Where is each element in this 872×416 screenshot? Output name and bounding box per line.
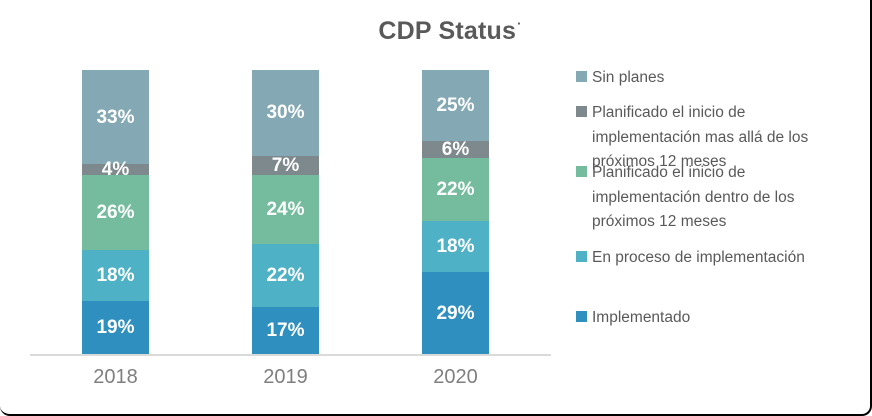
segment-value-label: 33% <box>96 106 135 128</box>
bar-segment[interactable]: 29% <box>422 272 489 355</box>
x-axis-label: 2020 <box>433 366 478 388</box>
segment-value-label: 29% <box>436 303 475 325</box>
segment-value-label: 22% <box>436 179 475 201</box>
bar-segment[interactable]: 22% <box>252 243 319 307</box>
legend-swatch <box>576 250 587 262</box>
segment-value-label: 22% <box>266 264 305 286</box>
legend-swatch <box>576 70 587 82</box>
legend-slot: Planificado el inicio de implementación … <box>576 104 868 170</box>
segment-value-label: 24% <box>266 199 305 221</box>
segment-value-label: 18% <box>436 236 475 258</box>
legend-slot: Implementado <box>576 288 868 348</box>
bar-segment[interactable]: 26% <box>82 175 149 250</box>
legend-item[interactable]: Planificado el inicio de implementación … <box>576 161 856 234</box>
bar-segment[interactable]: 4% <box>82 160 149 179</box>
legend-item[interactable]: En proceso de implementación <box>576 246 856 270</box>
stacked-bar-2019: 30% 7% 24% 22% 17% <box>252 70 319 355</box>
plot-area: 33% 4% 26% 18% 19% 30% 7% 24% 22% 17% 25% 6% 22% 18% 2… <box>30 70 551 388</box>
bar-segment[interactable]: 22% <box>422 158 489 222</box>
bar-segment[interactable]: 19% <box>82 300 149 355</box>
legend-swatch <box>576 310 587 322</box>
segment-value-label: 6% <box>441 139 470 161</box>
segment-value-label: 26% <box>96 201 135 223</box>
legend-slot: En proceso de implementación <box>576 228 868 288</box>
legend-slot: Planificado el inicio de implementación … <box>576 164 868 230</box>
legend-label: Planificado el inicio de implementación … <box>592 164 795 231</box>
bar-segment[interactable]: 30% <box>252 70 319 156</box>
segment-value-label: 25% <box>436 95 475 117</box>
bar-segment[interactable]: 18% <box>422 221 489 273</box>
legend-label: Sin planes <box>592 68 665 86</box>
x-axis-label: 2019 <box>263 366 308 388</box>
legend-slot: Sin planes <box>576 48 868 108</box>
x-axis-line <box>30 354 551 356</box>
bar-segment[interactable]: 25% <box>422 70 489 142</box>
bar-segment[interactable]: 24% <box>252 175 319 244</box>
stacked-bar-2018: 33% 4% 26% 18% 19% <box>82 70 149 355</box>
bar-segment[interactable]: 7% <box>252 154 319 176</box>
bar-segment[interactable]: 33% <box>82 70 149 165</box>
chart-title: CDP Status· <box>30 16 870 46</box>
legend-swatch <box>576 166 587 178</box>
legend: Sin planes Planificado el inicio de imple… <box>576 48 868 348</box>
bar-segment[interactable]: 17% <box>252 306 319 355</box>
legend-swatch <box>576 106 587 118</box>
legend-item[interactable]: Sin planes <box>576 66 856 90</box>
segment-value-label: 7% <box>271 154 300 176</box>
bar-segment[interactable]: 18% <box>82 249 149 301</box>
chart-title-text: CDP Status <box>378 17 517 45</box>
legend-item[interactable]: Implementado <box>576 306 856 330</box>
legend-label: En proceso de implementación <box>592 248 805 266</box>
legend-item[interactable]: Planificado el inicio de implementación … <box>576 101 856 174</box>
legend-label: Implementado <box>592 308 691 326</box>
segment-value-label: 4% <box>101 159 130 181</box>
footnote-mark: · <box>517 16 522 31</box>
segment-value-label: 17% <box>266 320 305 342</box>
stacked-bar-2020: 25% 6% 22% 18% 29% <box>422 70 489 355</box>
segment-value-label: 30% <box>266 102 305 124</box>
segment-value-label: 19% <box>96 317 135 339</box>
segment-value-label: 18% <box>96 264 135 286</box>
bar-segment[interactable]: 6% <box>422 139 489 161</box>
x-axis-label: 2018 <box>93 366 138 388</box>
legend-label: Planificado el inicio de implementación … <box>592 104 809 171</box>
